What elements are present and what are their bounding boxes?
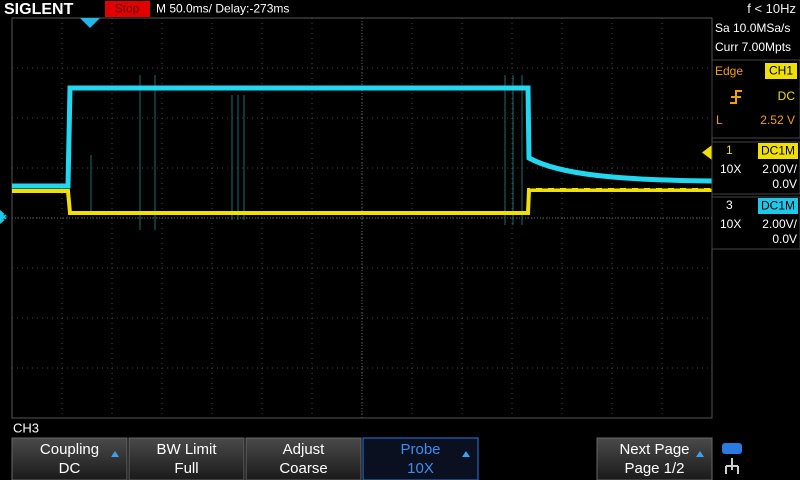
softkey-bg[interactable] — [11, 437, 128, 480]
channel-input: DC1M — [761, 144, 795, 158]
trigger-type: Edge — [715, 64, 743, 78]
trigger-level-marker — [702, 145, 712, 160]
channel-offset: 0.0V — [772, 177, 797, 191]
channel-scale: 2.00V/ — [762, 162, 797, 176]
channel-number: 1 — [726, 143, 733, 157]
timebase: M 50.0ms/ Delay:-273ms — [156, 2, 289, 16]
channel-panels: 1 DC1M 10X 2.00V/0.0V 3 DC1M 10X 2.00V/0.0V — [711, 141, 800, 250]
memory-depth: Curr 7.00Mpts — [715, 40, 791, 54]
channel-number: 3 — [726, 198, 733, 212]
softkey-value[interactable]: Coarse — [279, 460, 327, 477]
softkey[interactable]: Probe 10X — [362, 437, 479, 480]
trigger-position-marker — [80, 18, 100, 28]
network-icon — [725, 458, 739, 474]
softkey-bg[interactable] — [596, 437, 713, 480]
softkey-label[interactable]: Coupling — [40, 441, 99, 458]
softkey-bg[interactable] — [362, 437, 479, 480]
softkey-value[interactable]: 10X — [407, 460, 434, 477]
channel-box — [711, 141, 800, 195]
softkey[interactable]: BW Limit Full — [128, 437, 245, 480]
softkey[interactable]: Adjust Coarse — [245, 437, 362, 480]
channel-marker: 3 — [3, 213, 9, 224]
graticule — [12, 18, 712, 418]
softkey-arrow[interactable] — [462, 451, 470, 457]
ch3-waveform — [12, 85, 713, 189]
channel-input-box — [758, 143, 798, 159]
softkey-bg[interactable] — [128, 437, 245, 480]
trigger-level: 2.52 V — [760, 113, 795, 127]
softkey-value[interactable]: DC — [59, 460, 81, 477]
header-bar — [0, 0, 800, 18]
channel-input-box — [758, 198, 798, 214]
channel-box — [711, 196, 800, 250]
channel-probe: 10X — [720, 162, 741, 176]
menu-title: CH3 — [13, 420, 39, 435]
softkey-label[interactable]: Next Page — [619, 441, 689, 458]
glitches — [90, 75, 523, 230]
softkey-arrow[interactable] — [696, 451, 704, 457]
softkey-value[interactable]: Page 1/2 — [624, 460, 684, 477]
softkey-label[interactable]: Adjust — [283, 441, 326, 458]
brand: SIGLENT — [4, 1, 74, 18]
softkey-value[interactable]: Full — [174, 460, 198, 477]
softkey-bg[interactable] — [245, 437, 362, 480]
sample-rate: Sa 10.0MSa/s — [715, 21, 790, 35]
edge-icon — [730, 90, 742, 104]
channel-input: DC1M — [761, 199, 795, 213]
softkey-label[interactable]: BW Limit — [157, 441, 218, 458]
ch1-waveform — [12, 188, 712, 215]
channel-scale: 2.00V/ — [762, 217, 797, 231]
channel-offset: 0.0V — [772, 232, 797, 246]
usb-icon — [722, 443, 742, 454]
trigger-box — [711, 59, 800, 139]
softkey-label[interactable]: Probe — [400, 441, 440, 458]
frequency: f < 10Hz — [747, 1, 796, 16]
trigger-source: CH1 — [769, 64, 793, 78]
trigger-level-label: L — [716, 113, 723, 127]
softkey[interactable]: Coupling DC — [11, 437, 128, 480]
status: Stop — [115, 2, 140, 16]
trigger-coupling: DC — [778, 89, 796, 103]
softkey-arrow[interactable] — [111, 451, 119, 457]
status-box — [105, 1, 150, 17]
trigger-source-box — [765, 63, 797, 79]
softkey-menu: Coupling DC BW Limit Full Adjust Coarse Probe 1… — [11, 437, 713, 480]
channel-probe: 10X — [720, 217, 741, 231]
channel-marker-shape — [0, 210, 8, 224]
softkey[interactable]: Next Page Page 1/2 — [596, 437, 713, 480]
